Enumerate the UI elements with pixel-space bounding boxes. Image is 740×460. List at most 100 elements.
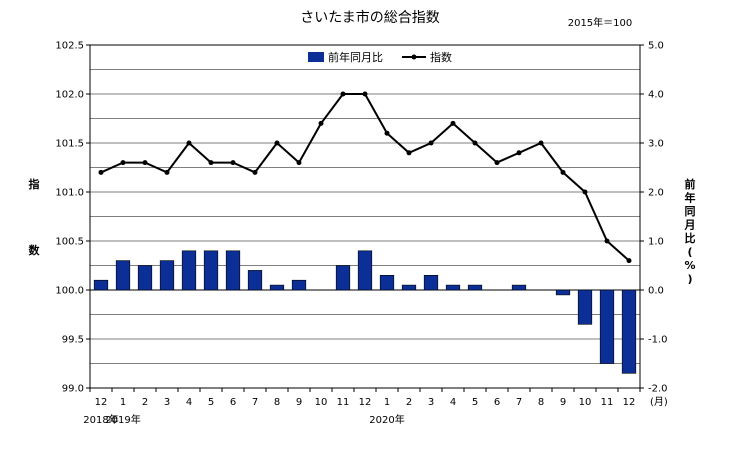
right-tick-label: 2.0	[648, 188, 664, 199]
x-tick-label: 8	[538, 397, 544, 408]
x-tick-label: 2	[142, 397, 148, 408]
bar	[423, 274, 439, 291]
bar	[115, 260, 131, 291]
legend-bar-swatch	[308, 52, 324, 62]
right-tick-label: 4.0	[648, 90, 664, 101]
line-point	[538, 140, 544, 146]
left-tick-label: 101.5	[55, 139, 84, 150]
x-tick-label: 12	[95, 397, 108, 408]
bar	[401, 284, 417, 291]
bar	[379, 274, 395, 291]
bar	[291, 279, 307, 291]
left-tick-label: 99.0	[62, 384, 84, 395]
bar	[577, 289, 593, 325]
bar	[269, 284, 285, 291]
bar	[93, 279, 109, 291]
right-axis-ticks: -2.0 -1.0 0.0 1.0 2.0 3.0 4.0 5.0	[640, 41, 668, 395]
x-tick-label: 10	[315, 397, 328, 408]
x-tick-label: 7	[516, 397, 522, 408]
x-tick-label: 1	[120, 397, 126, 408]
bar	[203, 250, 219, 291]
x-tick-label: 1	[384, 397, 390, 408]
x-tick-label: 6	[494, 397, 500, 408]
x-tick-label: 7	[252, 397, 258, 408]
bar	[621, 289, 637, 374]
line-point	[340, 91, 346, 97]
left-tick-label: 102.0	[55, 90, 84, 101]
bar	[137, 265, 153, 291]
line-point	[560, 169, 566, 175]
bar	[225, 250, 241, 291]
line-point	[274, 140, 280, 146]
x-tick-label: 9	[296, 397, 302, 408]
left-axis-title: 指数	[29, 177, 41, 257]
bar	[467, 284, 483, 291]
right-tick-label: 1.0	[648, 237, 664, 248]
year-label: 2019年	[105, 413, 140, 426]
line-point	[604, 238, 610, 244]
left-tick-label: 102.5	[55, 41, 84, 52]
right-tick-label: 5.0	[648, 41, 664, 52]
bar	[181, 250, 197, 291]
line-point	[296, 160, 302, 166]
x-tick-label: 5	[472, 397, 478, 408]
legend-line-label: 指数	[430, 50, 452, 64]
legend: 前年同月比 指数	[308, 50, 452, 64]
plot-frame	[89, 44, 641, 389]
line-point	[230, 160, 236, 166]
x-tick-label: 4	[186, 397, 192, 408]
right-tick-label: 3.0	[648, 139, 664, 150]
line-point	[406, 150, 412, 156]
x-tick-label: 9	[560, 397, 566, 408]
x-tick-label: 3	[428, 397, 434, 408]
year-label: 2020年	[369, 413, 404, 426]
base-note: 2015年＝100	[568, 16, 633, 29]
left-tick-label: 101.0	[55, 188, 84, 199]
bar-series	[93, 250, 637, 374]
line-point	[494, 160, 500, 166]
line-point	[582, 189, 588, 195]
bar	[247, 270, 263, 291]
x-axis-ticks: 12 1 2 3 4 5 6 7 8 9 10 11 12 1 2 3 4 5 6 7 8 9 10 11 12	[89, 388, 641, 408]
right-tick-label: -1.0	[648, 335, 668, 346]
left-tick-label: 100.5	[55, 237, 84, 248]
left-tick-label: 100.0	[55, 286, 84, 297]
legend-bar-label: 前年同月比	[328, 50, 383, 64]
line-point	[142, 160, 148, 166]
line-point	[516, 150, 522, 156]
x-tick-label: 6	[230, 397, 236, 408]
year-label: 2018年	[83, 413, 118, 426]
line-series	[98, 91, 632, 264]
line-point	[450, 120, 456, 126]
right-axis-title: 前年同月比(%)	[684, 177, 696, 286]
bar	[599, 289, 615, 364]
x-tick-label: 11	[337, 397, 350, 408]
line-point	[318, 120, 324, 126]
x-tick-label: 8	[274, 397, 280, 408]
x-tick-label: 4	[450, 397, 456, 408]
axis-title-text: 指数	[29, 177, 41, 257]
legend-line-marker	[411, 54, 417, 60]
line-point	[472, 140, 478, 146]
bar	[335, 265, 351, 291]
left-tick-label: 99.5	[62, 335, 84, 346]
gridlines	[90, 69, 640, 364]
chart-title: さいたま市の総合指数	[300, 9, 440, 26]
right-tick-label: 0.0	[648, 286, 664, 297]
line-point	[428, 140, 434, 146]
line-point	[626, 258, 632, 264]
bar	[357, 250, 373, 291]
x-tick-label: 5	[208, 397, 214, 408]
bar	[159, 260, 175, 291]
x-tick-label: 10	[579, 397, 592, 408]
x-tick-label: 2	[406, 397, 412, 408]
x-tick-label: 12	[359, 397, 372, 408]
bar	[445, 284, 461, 291]
left-axis-ticks: 99.0 99.5 100.0 100.5 101.0 101.5 102.0 102.5	[55, 41, 90, 395]
line-point	[252, 169, 258, 175]
right-tick-label: -2.0	[648, 384, 668, 395]
x-tick-label: 3	[164, 397, 170, 408]
x-tick-label: 11	[601, 397, 614, 408]
